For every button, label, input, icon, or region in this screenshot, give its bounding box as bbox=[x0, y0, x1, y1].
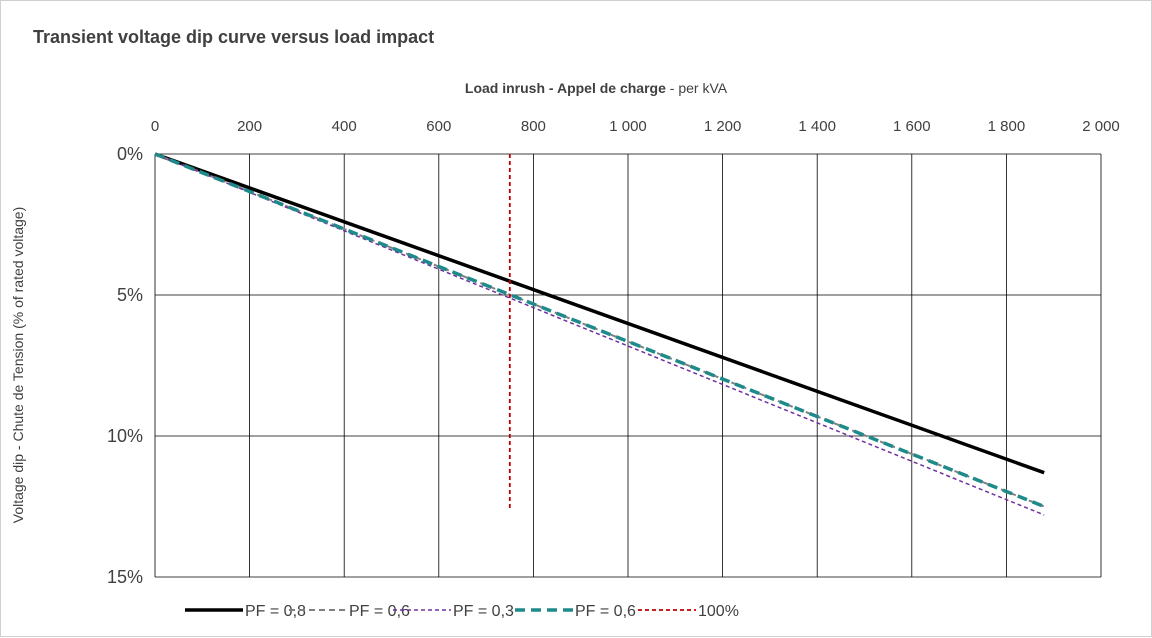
x-axis-label: Load inrush - Appel de charge - per kVA bbox=[465, 80, 728, 96]
x-tick-label: 200 bbox=[237, 118, 262, 135]
x-tick-label: 1 800 bbox=[988, 118, 1026, 135]
y-tick-label: 0% bbox=[117, 144, 143, 164]
x-tick-label: 1 000 bbox=[609, 118, 647, 135]
series-line-2 bbox=[154, 153, 1045, 508]
x-tick-label: 0 bbox=[151, 118, 159, 135]
legend-label-5: 100% bbox=[698, 603, 739, 620]
x-axis-label-part3: - per kVA bbox=[666, 80, 728, 96]
legend-label-3: PF = 0,3 bbox=[453, 603, 514, 620]
x-tick-label: 600 bbox=[426, 118, 451, 135]
y-axis-label: Voltage dip - Chute de Tension (% of rat… bbox=[10, 207, 26, 524]
x-tick-labels: 0 200 400 600 800 1 000 1 200 1 400 1 600 1 800 2 … bbox=[151, 118, 1120, 135]
x-tick-label: 1 400 bbox=[798, 118, 836, 135]
y-tick-label: 5% bbox=[117, 285, 143, 305]
y-tick-labels: 0% 5% 10% 15% bbox=[107, 144, 143, 587]
x-tick-label: 1 600 bbox=[893, 118, 931, 135]
x-tick-label: 800 bbox=[521, 118, 546, 135]
legend-label-4: PF = 0,6 bbox=[575, 603, 636, 620]
y-tick-label: 15% bbox=[107, 567, 143, 587]
grid bbox=[154, 153, 1102, 578]
y-tick-label: 10% bbox=[107, 426, 143, 446]
x-tick-label: 1 200 bbox=[704, 118, 742, 135]
x-axis-label-part2: Appel de charge bbox=[557, 80, 666, 96]
chart-title: Transient voltage dip curve versus load … bbox=[33, 27, 434, 47]
x-axis-label-part1: Load inrush - bbox=[465, 80, 557, 96]
series-lines bbox=[154, 152, 1045, 516]
legend-label-2: PF = 0,6 bbox=[349, 603, 410, 620]
series-line-3 bbox=[154, 153, 1045, 516]
x-tick-label: 400 bbox=[332, 118, 357, 135]
x-tick-label: 2 000 bbox=[1082, 118, 1120, 135]
legend: PF = 0,8 PF = 0,6 PF = 0,3 PF = 0,6 100% bbox=[185, 603, 739, 620]
legend-label-1: PF = 0,8 bbox=[245, 603, 306, 620]
series-line-1 bbox=[154, 152, 1045, 475]
